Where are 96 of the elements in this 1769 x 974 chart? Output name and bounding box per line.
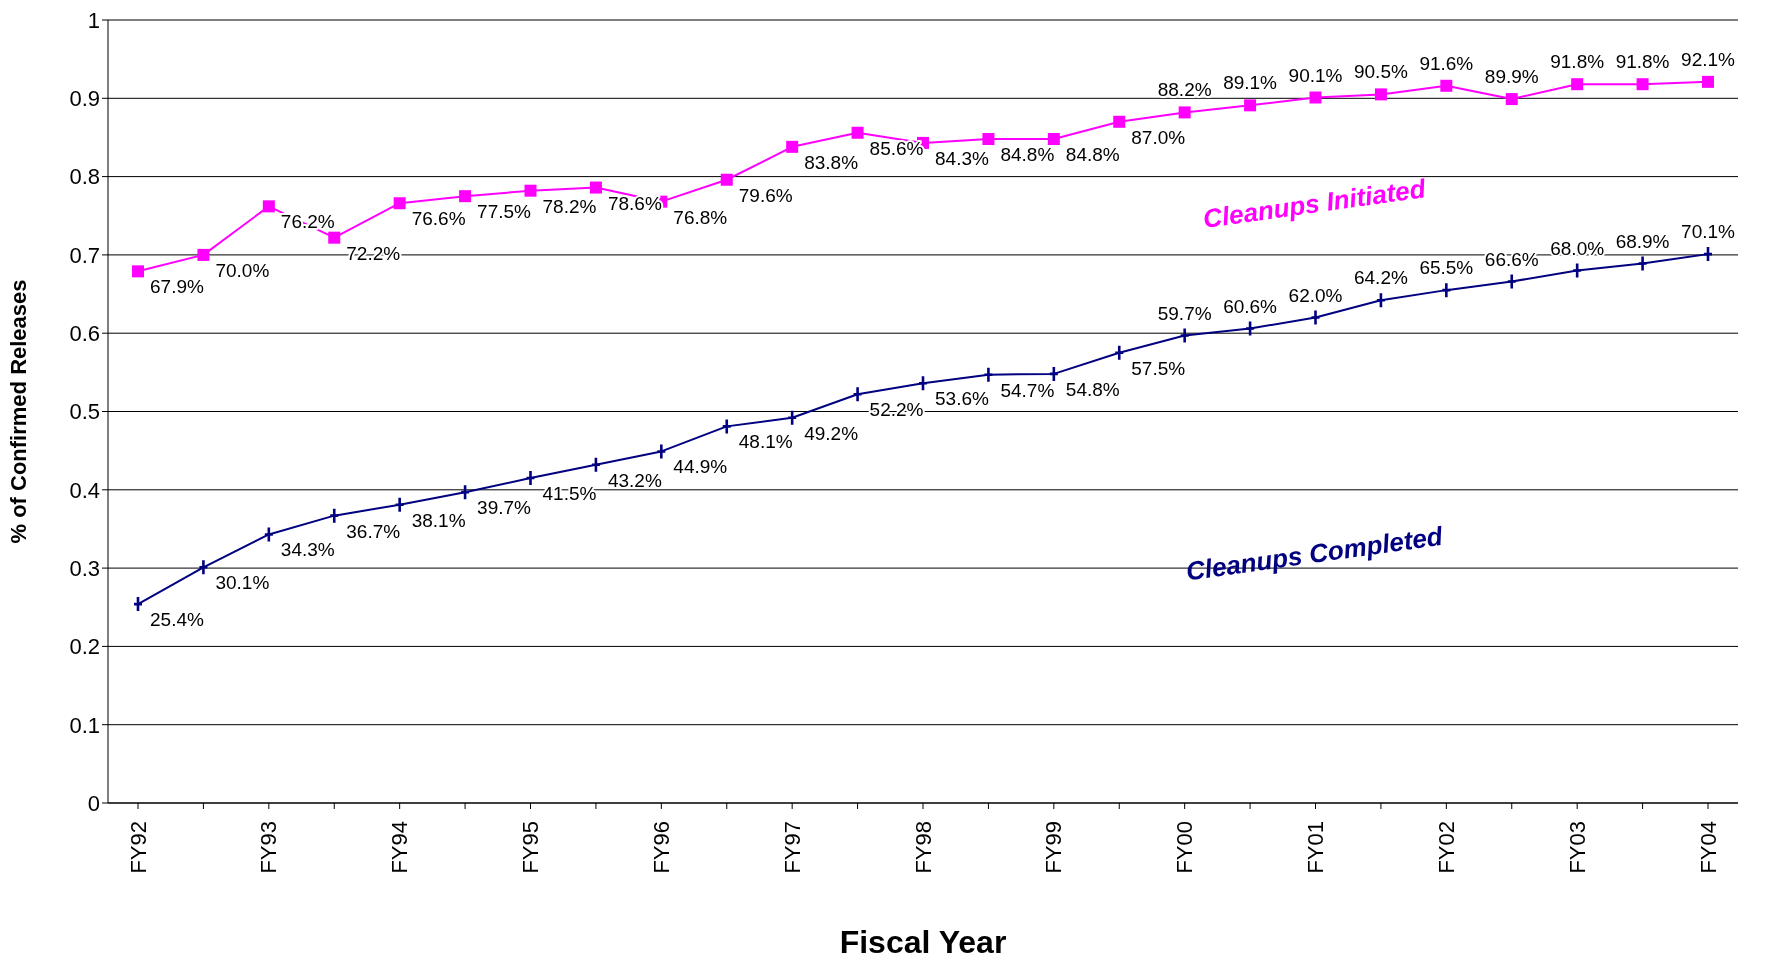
x-tick-label: FY93 <box>256 821 282 874</box>
x-tick-label: FY01 <box>1303 821 1328 874</box>
x-tick-label: FY97 <box>779 821 805 874</box>
point <box>589 181 602 194</box>
x-tick-label: FY98 <box>910 821 936 874</box>
point <box>393 197 406 210</box>
text: Cleanups Initiated <box>1201 173 1429 235</box>
data-label: 84.3% <box>935 147 989 169</box>
data-label: 84.8% <box>1000 144 1055 166</box>
data-label: 49.2% <box>804 422 859 444</box>
data-label: 48.1% <box>738 431 793 453</box>
point <box>132 265 144 278</box>
point <box>1702 75 1714 88</box>
data-label: 57.5% <box>1131 357 1186 379</box>
point <box>1374 88 1387 101</box>
data-label: 89.1% <box>1223 72 1278 94</box>
x-tick-label: FY00 <box>1172 821 1198 874</box>
data-label: 44.9% <box>673 456 728 478</box>
data-label: 91.8% <box>1550 51 1605 73</box>
data-label: 83.8% <box>804 151 859 173</box>
data-label: 92.1% <box>1681 48 1736 70</box>
point <box>524 184 537 197</box>
data-label: 68.0% <box>1550 237 1605 259</box>
y-tick-label: 0 <box>87 790 100 816</box>
data-label: 39.7% <box>477 497 532 519</box>
data-label: 78.2% <box>542 195 597 217</box>
y-tick-label: 0.9 <box>69 86 100 112</box>
point <box>720 173 733 186</box>
data-label: 70.1% <box>1681 221 1736 243</box>
data-label: 65.5% <box>1419 257 1474 279</box>
data-label: 54.8% <box>1065 378 1120 400</box>
x-axis-title: Fiscal Year <box>839 924 1007 960</box>
data-label: 43.2% <box>607 469 662 491</box>
data-label: 87.0% <box>1131 126 1186 148</box>
y-tick-label: 0.5 <box>69 399 100 425</box>
y-tick-label: 0.7 <box>69 242 100 268</box>
y-tick-label: 0.2 <box>69 634 100 660</box>
data-label: 64.2% <box>1353 267 1408 289</box>
point <box>786 140 799 153</box>
point <box>197 248 210 261</box>
point <box>1571 78 1584 91</box>
point <box>982 133 995 146</box>
point <box>1047 133 1060 146</box>
data-label: 53.6% <box>935 388 989 410</box>
y-tick-label: 0.1 <box>69 712 100 738</box>
data-label: 90.1% <box>1288 64 1343 86</box>
point <box>459 190 472 203</box>
point <box>1113 115 1126 128</box>
y-tick-label: 0.3 <box>69 555 100 581</box>
y-tick-label: 0.6 <box>69 321 100 347</box>
data-label: 25.4% <box>150 609 204 631</box>
x-tick-label: FY92 <box>125 821 151 874</box>
point <box>1309 91 1322 104</box>
point <box>1636 78 1649 91</box>
data-label: 67.9% <box>150 276 204 298</box>
point <box>1178 106 1191 119</box>
point <box>262 200 275 213</box>
data-label: 60.6% <box>1223 295 1278 317</box>
y-axis-title: % of Confirmed Releases <box>5 279 31 544</box>
point <box>328 231 341 244</box>
x-tick-label: FY94 <box>387 821 413 874</box>
y-tick-label: 1 <box>87 7 100 33</box>
data-label: 90.5% <box>1353 61 1408 83</box>
data-label: 91.8% <box>1615 51 1670 73</box>
point <box>1440 79 1453 92</box>
data-label: 70.0% <box>215 259 270 281</box>
data-label: 30.1% <box>215 572 270 594</box>
data-label: 38.1% <box>411 509 466 531</box>
data-label: 66.6% <box>1484 248 1539 270</box>
y-tick-label: 0.8 <box>69 164 100 190</box>
y-tick-label: 0.4 <box>69 477 100 503</box>
x-tick-label: FY03 <box>1564 821 1590 874</box>
data-label: 54.7% <box>1000 379 1055 401</box>
data-label: 62.0% <box>1288 284 1343 306</box>
data-label: 77.5% <box>477 201 532 223</box>
data-label: 85.6% <box>869 137 924 159</box>
x-tick-label: FY02 <box>1433 821 1459 874</box>
x-tick-label: FY04 <box>1695 821 1721 874</box>
point <box>1244 99 1257 112</box>
data-label: 91.6% <box>1419 52 1474 74</box>
x-tick-label: FY99 <box>1041 821 1067 874</box>
data-label: 59.7% <box>1157 302 1212 324</box>
data-label: 88.2% <box>1157 79 1212 101</box>
data-label: 36.7% <box>346 520 401 542</box>
point <box>851 126 864 139</box>
data-label: 79.6% <box>738 184 793 206</box>
data-label: 89.9% <box>1484 66 1539 88</box>
data-label: 76.8% <box>673 206 728 228</box>
x-tick-label: FY95 <box>518 821 543 874</box>
data-label: 84.8% <box>1065 144 1120 166</box>
data-label: 68.9% <box>1615 230 1670 252</box>
x-tick-label: FY96 <box>648 821 674 874</box>
point <box>1505 93 1518 106</box>
data-label: 76.6% <box>411 208 466 230</box>
text: Cleanups Completed <box>1184 520 1446 587</box>
data-label: 34.3% <box>280 539 335 561</box>
